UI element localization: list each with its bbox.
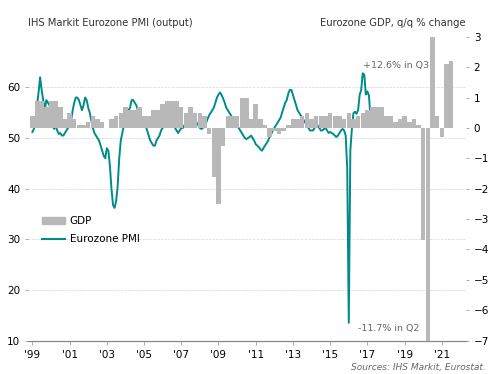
- Bar: [305, 113, 309, 128]
- Bar: [426, 128, 430, 374]
- Bar: [165, 101, 170, 128]
- Bar: [142, 116, 146, 128]
- Bar: [197, 113, 202, 128]
- Bar: [412, 119, 416, 128]
- Bar: [323, 116, 328, 128]
- Bar: [249, 119, 253, 128]
- Bar: [35, 101, 39, 128]
- Bar: [379, 107, 383, 128]
- Bar: [398, 119, 402, 128]
- Bar: [328, 113, 332, 128]
- Bar: [384, 116, 388, 128]
- Bar: [263, 125, 267, 128]
- Bar: [347, 113, 351, 128]
- Bar: [128, 110, 132, 128]
- Bar: [235, 116, 240, 128]
- Bar: [351, 119, 356, 128]
- Text: IHS Markit Eurozone PMI (output): IHS Markit Eurozone PMI (output): [28, 18, 192, 28]
- Bar: [281, 128, 286, 131]
- Bar: [310, 119, 314, 128]
- Bar: [216, 128, 221, 204]
- Bar: [291, 119, 295, 128]
- Bar: [72, 119, 76, 128]
- Bar: [77, 125, 81, 128]
- Bar: [160, 104, 165, 128]
- Bar: [402, 116, 407, 128]
- Legend: GDP, Eurozone PMI: GDP, Eurozone PMI: [42, 216, 140, 244]
- Bar: [318, 116, 323, 128]
- Bar: [277, 128, 281, 134]
- Bar: [146, 116, 151, 128]
- Bar: [156, 110, 160, 128]
- Bar: [370, 107, 374, 128]
- Bar: [91, 116, 95, 128]
- Bar: [365, 110, 370, 128]
- Bar: [151, 110, 156, 128]
- Bar: [109, 119, 114, 128]
- Bar: [449, 61, 453, 128]
- Bar: [267, 128, 272, 137]
- Bar: [175, 101, 179, 128]
- Bar: [86, 122, 90, 128]
- Bar: [81, 125, 86, 128]
- Bar: [333, 116, 337, 128]
- Bar: [272, 128, 277, 131]
- Bar: [44, 107, 49, 128]
- Bar: [407, 122, 412, 128]
- Bar: [342, 119, 346, 128]
- Bar: [393, 122, 398, 128]
- Bar: [95, 119, 100, 128]
- Bar: [253, 104, 258, 128]
- Bar: [361, 113, 365, 128]
- Bar: [314, 116, 318, 128]
- Bar: [114, 116, 119, 128]
- Bar: [54, 101, 58, 128]
- Bar: [286, 125, 291, 128]
- Bar: [30, 116, 35, 128]
- Bar: [421, 128, 426, 240]
- Bar: [67, 113, 72, 128]
- Bar: [170, 101, 174, 128]
- Bar: [123, 107, 127, 128]
- Bar: [435, 116, 439, 128]
- Bar: [62, 119, 67, 128]
- Bar: [258, 119, 262, 128]
- Bar: [193, 113, 197, 128]
- Bar: [444, 64, 449, 128]
- Text: Eurozone GDP, q/q % change: Eurozone GDP, q/q % change: [320, 18, 466, 28]
- Bar: [132, 110, 137, 128]
- Bar: [179, 107, 184, 128]
- Bar: [212, 128, 216, 177]
- Bar: [202, 116, 207, 128]
- Bar: [300, 116, 305, 128]
- Text: Sources: IHS Markit, Eurostat.: Sources: IHS Markit, Eurostat.: [351, 363, 486, 372]
- Bar: [295, 119, 300, 128]
- Bar: [119, 113, 123, 128]
- Text: -11.7% in Q2: -11.7% in Q2: [358, 324, 420, 333]
- Text: +12.6% in Q3: +12.6% in Q3: [363, 61, 429, 70]
- Bar: [207, 128, 211, 134]
- Bar: [244, 98, 248, 128]
- Bar: [337, 116, 342, 128]
- Bar: [184, 113, 188, 128]
- Bar: [240, 98, 244, 128]
- Bar: [188, 107, 193, 128]
- Bar: [416, 125, 421, 128]
- Bar: [226, 116, 230, 128]
- Bar: [221, 128, 225, 146]
- Bar: [49, 101, 53, 128]
- Bar: [40, 101, 44, 128]
- Bar: [137, 107, 142, 128]
- Bar: [58, 107, 62, 128]
- Bar: [356, 116, 360, 128]
- Bar: [431, 0, 435, 128]
- Bar: [388, 116, 393, 128]
- Bar: [230, 116, 235, 128]
- Bar: [374, 107, 379, 128]
- Bar: [439, 128, 444, 137]
- Bar: [100, 122, 104, 128]
